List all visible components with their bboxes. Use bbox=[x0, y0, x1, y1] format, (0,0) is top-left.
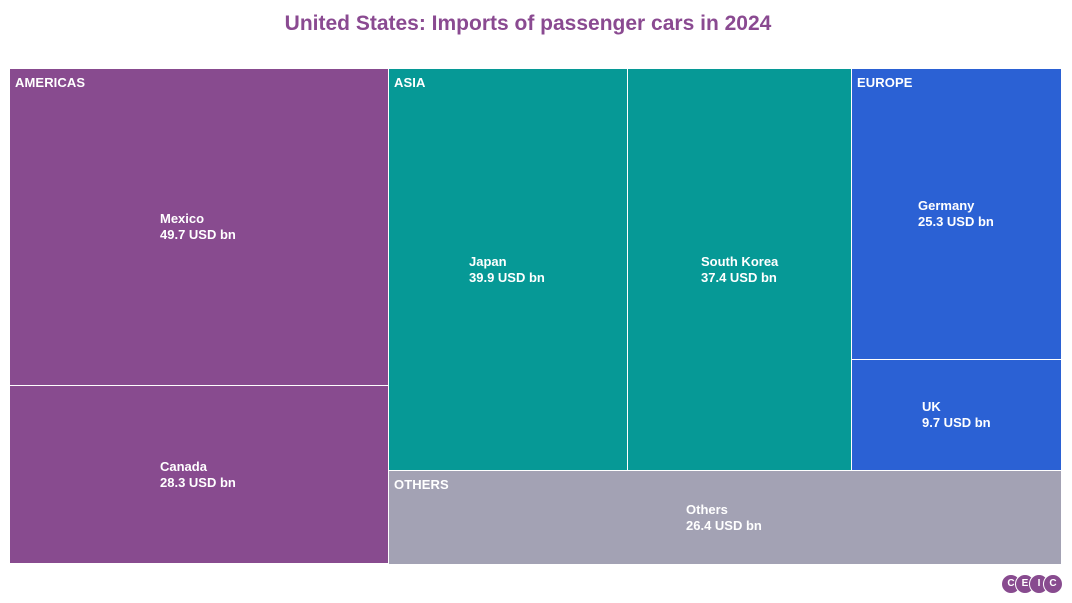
treemap-cell-germany[interactable]: EUROPE Germany 25.3 USD bn bbox=[852, 69, 1061, 360]
treemap-cell-uk[interactable]: UK 9.7 USD bn bbox=[852, 360, 1061, 471]
cell-value-japan: 39.9 USD bn bbox=[469, 270, 545, 285]
chart-title: United States: Imports of passenger cars… bbox=[284, 12, 772, 35]
cell-label-japan: Japan 39.9 USD bn bbox=[469, 254, 545, 286]
treemap-cell-canada[interactable]: Canada 28.3 USD bn bbox=[10, 386, 389, 564]
cell-value-mexico: 49.7 USD bn bbox=[160, 227, 236, 242]
cell-name-germany: Germany bbox=[918, 198, 975, 213]
cell-value-others: 26.4 USD bn bbox=[686, 518, 762, 533]
cell-name-mexico: Mexico bbox=[160, 211, 205, 226]
cell-label-mexico: Mexico 49.7 USD bn bbox=[160, 211, 236, 243]
ceic-logo: C E I C bbox=[1001, 574, 1063, 594]
cell-name-uk: UK bbox=[922, 399, 941, 414]
cell-label-canada: Canada 28.3 USD bn bbox=[160, 459, 236, 491]
treemap-cell-south-korea[interactable]: South Korea 37.4 USD bn bbox=[628, 69, 852, 471]
group-label-europe: EUROPE bbox=[857, 75, 913, 90]
cell-value-canada: 28.3 USD bn bbox=[160, 475, 236, 490]
cell-value-uk: 9.7 USD bn bbox=[922, 415, 991, 430]
logo-letter: C bbox=[1043, 574, 1063, 594]
cell-name-others: Others bbox=[686, 502, 728, 517]
treemap-cell-mexico[interactable]: AMERICAS Mexico 49.7 USD bn bbox=[10, 69, 389, 386]
cell-name-japan: Japan bbox=[469, 254, 507, 269]
cell-value-south-korea: 37.4 USD bn bbox=[701, 270, 777, 285]
cell-label-germany: Germany 25.3 USD bn bbox=[918, 198, 994, 230]
treemap-cell-japan[interactable]: ASIA Japan 39.9 USD bn bbox=[389, 69, 628, 471]
treemap: AMERICAS Mexico 49.7 USD bn Canada 28.3 … bbox=[10, 69, 1061, 564]
cell-label-others: Others 26.4 USD bn bbox=[686, 502, 762, 534]
cell-value-germany: 25.3 USD bn bbox=[918, 214, 994, 229]
group-label-others: OTHERS bbox=[394, 477, 449, 492]
cell-label-uk: UK 9.7 USD bn bbox=[922, 399, 991, 431]
treemap-cell-others[interactable]: OTHERS Others 26.4 USD bn bbox=[389, 471, 1061, 564]
cell-label-south-korea: South Korea 37.4 USD bn bbox=[701, 254, 778, 286]
cell-name-south-korea: South Korea bbox=[701, 254, 779, 269]
group-label-asia: ASIA bbox=[394, 75, 426, 90]
cell-name-canada: Canada bbox=[160, 459, 207, 474]
group-label-americas: AMERICAS bbox=[15, 75, 86, 90]
